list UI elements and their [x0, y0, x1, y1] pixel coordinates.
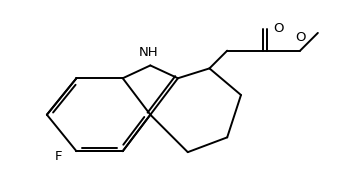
Text: O: O — [295, 31, 306, 44]
Text: O: O — [273, 22, 284, 36]
Text: NH: NH — [138, 46, 158, 59]
Text: F: F — [55, 150, 62, 163]
